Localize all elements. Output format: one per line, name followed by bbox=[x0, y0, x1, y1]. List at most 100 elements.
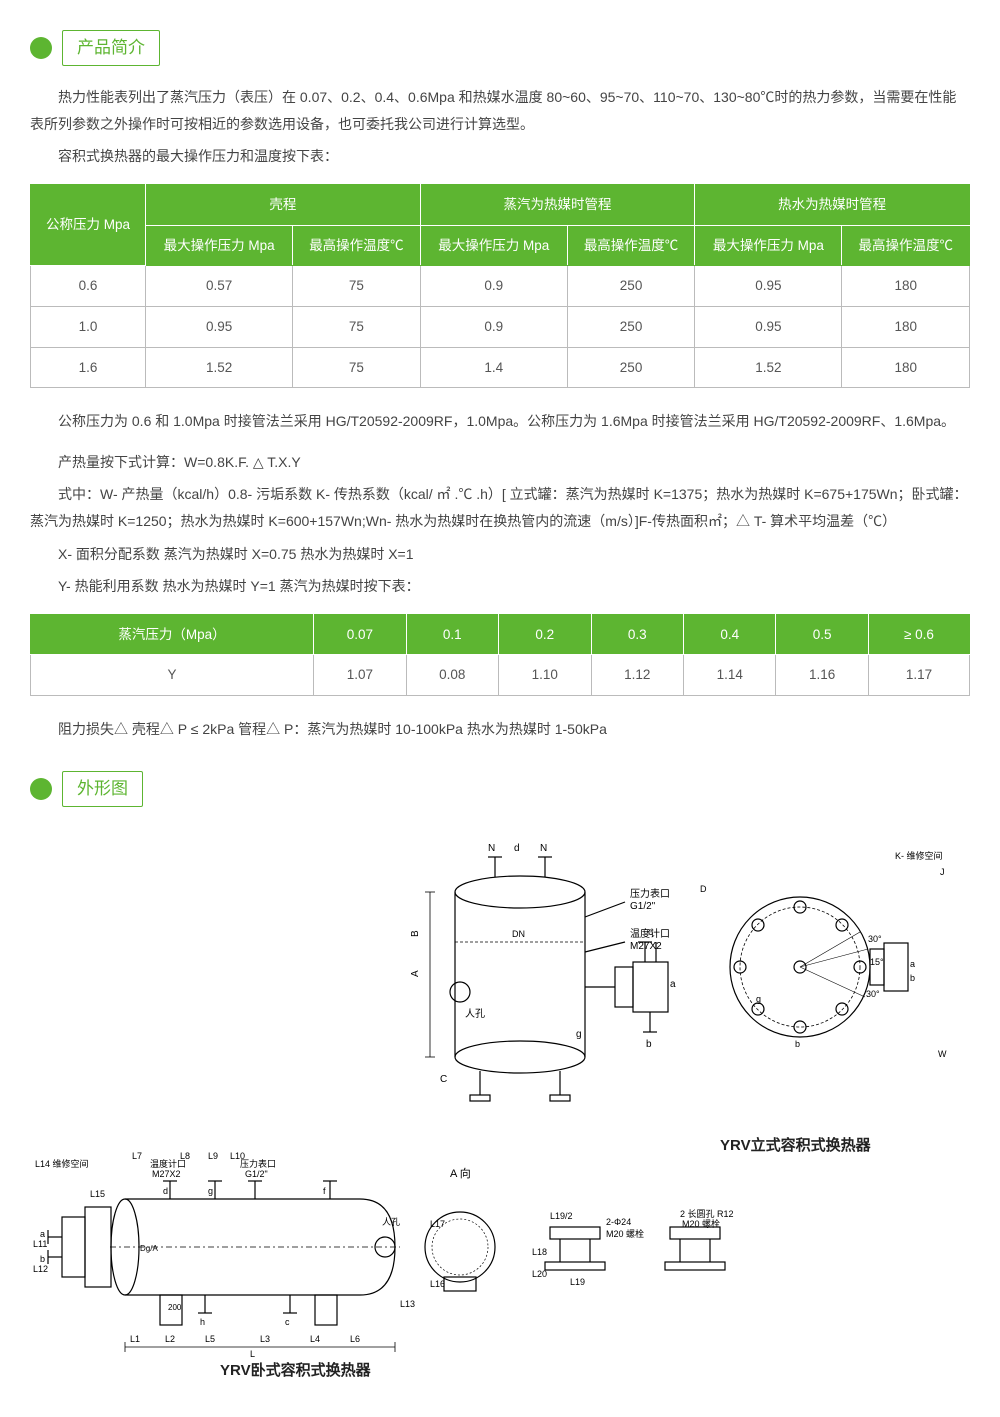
table-cell: 1.16 bbox=[776, 655, 868, 696]
t1-sh5: 最高操作温度℃ bbox=[842, 225, 970, 266]
table-head-cell: 0.07 bbox=[314, 614, 406, 655]
svg-text:200: 200 bbox=[168, 1303, 182, 1312]
table-head-cell: 0.4 bbox=[683, 614, 775, 655]
table-head-cell: ≥ 0.6 bbox=[868, 614, 969, 655]
table-cell: 0.9 bbox=[420, 266, 567, 307]
table-row: 0.60.57750.92500.95180 bbox=[31, 266, 970, 307]
section-title: 产品简介 bbox=[62, 30, 160, 66]
svg-text:M20 螺栓: M20 螺栓 bbox=[606, 1228, 644, 1239]
t1-sh0: 最大操作压力 Mpa bbox=[146, 225, 293, 266]
svg-text:M27X2: M27X2 bbox=[630, 941, 662, 952]
svg-text:a: a bbox=[910, 959, 915, 969]
after-t2: 阻力损失△ 壳程△ P ≤ 2kPa 管程△ P：蒸汽为热媒时 10-100kP… bbox=[30, 716, 970, 743]
svg-text:M27X2: M27X2 bbox=[152, 1169, 181, 1179]
bullet-dot bbox=[30, 37, 52, 59]
mid-p1: 公称压力为 0.6 和 1.0Mpa 时接管法兰采用 HG/T20592-200… bbox=[30, 408, 970, 435]
table-cell: 180 bbox=[842, 347, 970, 388]
svg-text:c: c bbox=[285, 1317, 290, 1327]
svg-text:2 长圆孔 R12: 2 长圆孔 R12 bbox=[680, 1208, 734, 1219]
svg-text:L6: L6 bbox=[350, 1334, 360, 1344]
table1-wrap: 公称压力 Mpa 壳程 蒸汽为热媒时管程 热水为热媒时管程 最大操作压力 Mpa… bbox=[30, 184, 970, 388]
horizontal-caption: YRV卧式容积式换热器 bbox=[220, 1357, 371, 1386]
svg-text:L18: L18 bbox=[532, 1247, 547, 1257]
svg-text:L11: L11 bbox=[33, 1239, 47, 1249]
table-cell: 250 bbox=[567, 307, 695, 348]
svg-text:B: B bbox=[410, 930, 421, 937]
svg-text:L19: L19 bbox=[570, 1277, 585, 1287]
svg-text:K- 维修空间: K- 维修空间 bbox=[895, 850, 943, 861]
mid-p5: Y- 热能利用系数 热水为热媒时 Y=1 蒸汽为热媒时按下表： bbox=[30, 573, 970, 600]
svg-text:a: a bbox=[40, 1229, 45, 1239]
table-cell: 250 bbox=[567, 266, 695, 307]
section2-title: 外形图 bbox=[62, 771, 143, 807]
svg-text:b: b bbox=[40, 1254, 45, 1264]
t1-h-nominal: 公称压力 Mpa bbox=[31, 185, 146, 266]
table-cell: 75 bbox=[293, 347, 421, 388]
bullet-dot bbox=[30, 778, 52, 800]
horizontal-vessel-diagram: L14 维修空间 温度计口 M27X2 压力表口 G1/2" 人孔 d g f … bbox=[30, 1147, 750, 1357]
table-head-cell: 0.3 bbox=[591, 614, 683, 655]
vertical-vessel-diagram: N d N 压力表口 G1/2" 温度计口 M27X2 人孔 DN A B C … bbox=[400, 837, 950, 1137]
svg-text:L14 维修空间: L14 维修空间 bbox=[35, 1158, 89, 1169]
table-head-cell: 0.5 bbox=[776, 614, 868, 655]
table-cell: 1.14 bbox=[683, 655, 775, 696]
svg-text:L7: L7 bbox=[132, 1151, 142, 1161]
table-cell: 180 bbox=[842, 307, 970, 348]
table2-wrap: 蒸汽压力（Mpa）0.070.10.20.30.40.5≥ 0.6 Y1.070… bbox=[30, 614, 970, 696]
y-coeff-table: 蒸汽压力（Mpa）0.070.10.20.30.40.5≥ 0.6 Y1.070… bbox=[30, 614, 970, 696]
table-row: 1.00.95750.92500.95180 bbox=[31, 307, 970, 348]
svg-text:A: A bbox=[410, 970, 421, 977]
svg-text:b: b bbox=[646, 1039, 652, 1050]
table-cell: 180 bbox=[842, 266, 970, 307]
svg-text:Dg/A: Dg/A bbox=[140, 1244, 158, 1253]
table-cell: 0.95 bbox=[695, 266, 842, 307]
table-cell: 1.17 bbox=[868, 655, 969, 696]
svg-text:2-Φ24: 2-Φ24 bbox=[606, 1217, 631, 1227]
t1-sh1: 最高操作温度℃ bbox=[293, 225, 421, 266]
svg-text:压力表口: 压力表口 bbox=[240, 1158, 276, 1169]
table-cell: 0.95 bbox=[146, 307, 293, 348]
t1-h-hotwater: 热水为热媒时管程 bbox=[695, 185, 970, 226]
svg-text:L12: L12 bbox=[33, 1264, 48, 1274]
svg-text:A 向: A 向 bbox=[450, 1166, 471, 1180]
svg-text:人孔: 人孔 bbox=[382, 1217, 400, 1227]
svg-text:L1: L1 bbox=[130, 1334, 140, 1344]
pressure-table: 公称压力 Mpa 壳程 蒸汽为热媒时管程 热水为热媒时管程 最大操作压力 Mpa… bbox=[30, 184, 970, 388]
svg-text:g: g bbox=[756, 994, 761, 1004]
svg-text:L20: L20 bbox=[532, 1269, 547, 1279]
svg-text:L17: L17 bbox=[430, 1219, 445, 1229]
svg-text:L5: L5 bbox=[205, 1334, 215, 1344]
table-cell: 1.12 bbox=[591, 655, 683, 696]
svg-text:N: N bbox=[488, 843, 495, 854]
table-head-cell: 0.2 bbox=[499, 614, 591, 655]
svg-text:L4: L4 bbox=[310, 1334, 320, 1344]
svg-text:L19/2: L19/2 bbox=[550, 1211, 573, 1221]
svg-text:压力表口: 压力表口 bbox=[630, 887, 670, 900]
table-head-cell: 0.1 bbox=[406, 614, 498, 655]
mid-p3: 式中：W- 产热量（kcal/h）0.8- 污垢系数 K- 传热系数（kcal/… bbox=[30, 481, 970, 534]
t1-sh2: 最大操作压力 Mpa bbox=[420, 225, 567, 266]
t1-h-shell: 壳程 bbox=[146, 185, 421, 226]
t1-h-steam: 蒸汽为热媒时管程 bbox=[420, 185, 695, 226]
svg-text:b: b bbox=[795, 1039, 800, 1049]
svg-text:30°: 30° bbox=[866, 989, 880, 999]
svg-text:d: d bbox=[514, 843, 520, 854]
mid-p2: 产热量按下式计算：W=0.8K.F. △ T.X.Y bbox=[30, 449, 970, 476]
svg-text:g: g bbox=[208, 1186, 213, 1196]
t1-sh3: 最高操作温度℃ bbox=[567, 225, 695, 266]
svg-text:M20 螺栓: M20 螺栓 bbox=[682, 1218, 720, 1229]
svg-text:a: a bbox=[670, 979, 676, 990]
svg-text:DN: DN bbox=[512, 929, 525, 939]
svg-text:L2: L2 bbox=[165, 1334, 175, 1344]
svg-text:d: d bbox=[163, 1186, 168, 1196]
table-cell: 0.9 bbox=[420, 307, 567, 348]
svg-text:C: C bbox=[440, 1074, 447, 1085]
svg-text:b: b bbox=[910, 973, 915, 983]
table-cell: 1.52 bbox=[146, 347, 293, 388]
table-cell: 75 bbox=[293, 307, 421, 348]
svg-text:h: h bbox=[200, 1317, 205, 1327]
table-cell: 1.0 bbox=[31, 307, 146, 348]
table-row: 1.61.52751.42501.52180 bbox=[31, 347, 970, 388]
table-cell: 1.10 bbox=[499, 655, 591, 696]
svg-text:15°: 15° bbox=[870, 957, 884, 967]
